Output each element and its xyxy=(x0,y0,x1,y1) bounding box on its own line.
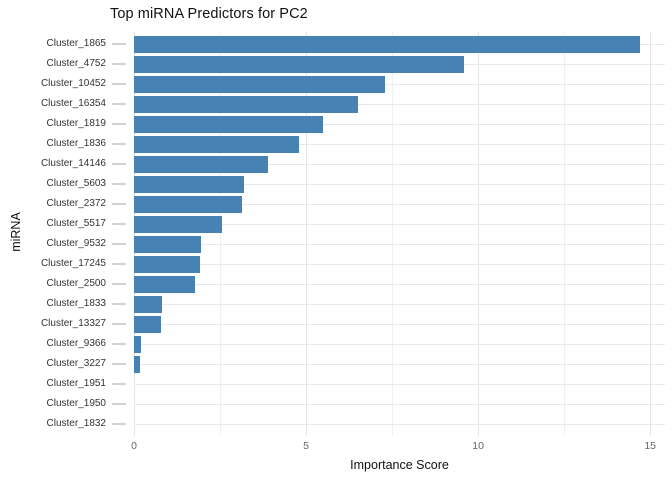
y-tick-label: Cluster_16354 xyxy=(40,98,106,109)
plot-panel xyxy=(134,32,665,436)
y-tick-mark xyxy=(112,363,126,365)
gridline-y xyxy=(134,323,665,325)
gridline-y xyxy=(134,83,665,85)
gridline-y xyxy=(134,143,665,145)
y-tick-mark xyxy=(112,223,126,225)
y-tick-mark xyxy=(112,83,126,85)
y-tick-mark xyxy=(112,283,126,285)
y-tick-label: Cluster_17245 xyxy=(40,258,106,269)
y-tick-label: Cluster_3227 xyxy=(46,358,106,369)
gridline-x-major xyxy=(478,32,480,436)
x-axis-title: Importance Score xyxy=(350,458,449,472)
gridline-y xyxy=(134,343,665,345)
gridline-y xyxy=(134,403,665,405)
y-tick-label: Cluster_13327 xyxy=(40,318,106,329)
gridline-x-minor xyxy=(220,32,222,436)
gridline-x-major xyxy=(306,32,308,436)
gridline-y xyxy=(134,263,665,265)
y-tick-mark xyxy=(112,163,126,165)
bar xyxy=(134,95,358,113)
y-tick-mark xyxy=(112,303,126,305)
x-tick-label: 15 xyxy=(644,440,657,452)
y-tick-mark xyxy=(112,243,126,245)
y-tick-mark xyxy=(112,323,126,325)
y-tick-label: Cluster_1819 xyxy=(46,118,106,129)
bar xyxy=(134,295,163,313)
y-tick-label: Cluster_1865 xyxy=(46,38,106,49)
x-tick-label: 10 xyxy=(472,440,484,452)
bar xyxy=(134,55,465,73)
bar xyxy=(134,115,324,133)
gridline-y xyxy=(134,383,665,385)
gridline-y xyxy=(134,123,665,125)
y-tick-mark xyxy=(112,403,126,405)
gridline-x-minor xyxy=(564,32,566,436)
gridline-y xyxy=(134,363,665,365)
y-tick-label: Cluster_2500 xyxy=(46,278,106,289)
y-tick-mark xyxy=(112,123,126,125)
bar xyxy=(134,335,142,353)
y-tick-mark xyxy=(112,143,126,145)
y-tick-label: Cluster_1836 xyxy=(46,138,106,149)
bar xyxy=(134,315,162,333)
bar xyxy=(134,175,245,193)
y-tick-label: Cluster_14146 xyxy=(40,158,106,169)
y-tick-label: Cluster_10452 xyxy=(40,78,106,89)
gridline-y xyxy=(134,283,665,285)
gridline-y xyxy=(134,243,665,245)
y-tick-mark xyxy=(112,263,126,265)
bar xyxy=(134,275,196,293)
y-tick-mark xyxy=(112,423,126,425)
y-tick-mark xyxy=(112,343,126,345)
bar xyxy=(134,355,141,373)
gridline-y xyxy=(134,103,665,105)
y-tick-label: Cluster_1951 xyxy=(46,378,106,389)
bar xyxy=(134,195,243,213)
bar xyxy=(134,135,300,153)
bar xyxy=(134,35,640,53)
gridline-y xyxy=(134,303,665,305)
gridline-x-major xyxy=(650,32,652,436)
gridline-y xyxy=(134,423,665,425)
y-tick-mark xyxy=(112,43,126,45)
gridline-y xyxy=(134,223,665,225)
y-tick-label: Cluster_9532 xyxy=(46,238,106,249)
bar xyxy=(134,215,222,233)
y-tick-mark xyxy=(112,183,126,185)
y-tick-label: Cluster_9366 xyxy=(46,338,106,349)
bar xyxy=(134,75,386,93)
y-tick-label: Cluster_1832 xyxy=(46,418,106,429)
y-tick-label: Cluster_5517 xyxy=(46,218,106,229)
y-tick-mark xyxy=(112,63,126,65)
gridline-x-minor xyxy=(392,32,394,436)
chart-title: Top miRNA Predictors for PC2 xyxy=(110,6,308,22)
y-tick-label: Cluster_5603 xyxy=(46,178,106,189)
gridline-y xyxy=(134,163,665,165)
y-tick-label: Cluster_2372 xyxy=(46,198,106,209)
gridline-y xyxy=(134,203,665,205)
bar xyxy=(134,255,201,273)
gridline-x-major xyxy=(134,32,135,436)
x-tick-label: 0 xyxy=(131,440,137,452)
y-tick-label: Cluster_1833 xyxy=(46,298,106,309)
y-tick-label: Cluster_1950 xyxy=(46,398,106,409)
y-tick-mark xyxy=(112,203,126,205)
bar xyxy=(134,235,202,253)
y-tick-mark xyxy=(112,103,126,105)
y-tick-mark xyxy=(112,383,126,385)
y-tick-label: Cluster_4752 xyxy=(46,58,106,69)
x-tick-label: 5 xyxy=(303,440,309,452)
bar xyxy=(134,155,269,173)
gridline-y xyxy=(134,183,665,185)
